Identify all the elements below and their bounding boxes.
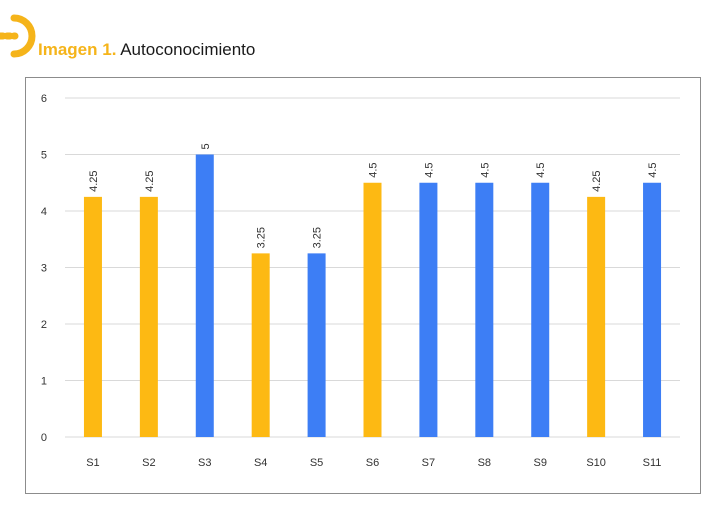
- y-tick-label: 0: [41, 432, 47, 444]
- y-tick-label: 1: [41, 376, 47, 388]
- y-tick-label: 4: [41, 206, 47, 218]
- x-tick-label: S5: [310, 457, 323, 469]
- data-label: 3.25: [256, 227, 268, 248]
- figure-title-text: Autoconocimiento: [120, 40, 256, 59]
- figure-title: Imagen 1. Autoconocimiento: [38, 40, 255, 60]
- bar: [531, 182, 550, 437]
- x-tick-label: S6: [366, 457, 379, 469]
- bar: [307, 253, 326, 437]
- bar: [83, 196, 102, 437]
- bar: [419, 182, 438, 437]
- x-tick-label: S11: [643, 457, 662, 469]
- x-tick-label: S8: [478, 457, 491, 469]
- bar: [643, 182, 662, 437]
- x-tick-label: S7: [422, 457, 435, 469]
- data-label: 4.5: [647, 162, 659, 177]
- figure-header: Imagen 1. Autoconocimiento: [0, 0, 726, 70]
- x-tick-label: S1: [86, 457, 99, 469]
- x-tick-label: S10: [586, 457, 606, 469]
- bar: [251, 253, 270, 437]
- data-label: 4.5: [423, 162, 435, 177]
- y-tick-label: 2: [41, 319, 47, 331]
- x-tick-label: S3: [198, 457, 211, 469]
- data-label: 4.25: [144, 170, 156, 191]
- chart-frame: [25, 77, 701, 494]
- data-label: 4.5: [535, 162, 547, 177]
- bar: [475, 182, 494, 437]
- y-tick-label: 3: [41, 263, 47, 275]
- data-label: 4.25: [88, 170, 100, 191]
- y-tick-label: 5: [41, 150, 47, 162]
- data-label: 3.25: [312, 227, 324, 248]
- bar: [139, 196, 158, 437]
- bar-chart: 0 1 2 3 4 5 6 4.25 S1 4.25 S2 5 S3 3.25 S4 3.25 S5 4.5 S6 4…: [41, 93, 680, 469]
- bar: [363, 182, 382, 437]
- bar: [587, 196, 606, 437]
- figure-label: Imagen 1.: [38, 40, 117, 59]
- data-label: 4.5: [368, 162, 380, 177]
- x-tick-label: S9: [533, 457, 546, 469]
- bar: [195, 154, 214, 437]
- data-label: 4.25: [591, 170, 603, 191]
- x-tick-label: S4: [254, 457, 267, 469]
- data-label: 4.5: [479, 162, 491, 177]
- x-tick-label: S2: [142, 457, 155, 469]
- data-label: 5: [200, 143, 212, 149]
- y-tick-label: 6: [41, 93, 47, 105]
- brand-logo-icon: [0, 14, 36, 58]
